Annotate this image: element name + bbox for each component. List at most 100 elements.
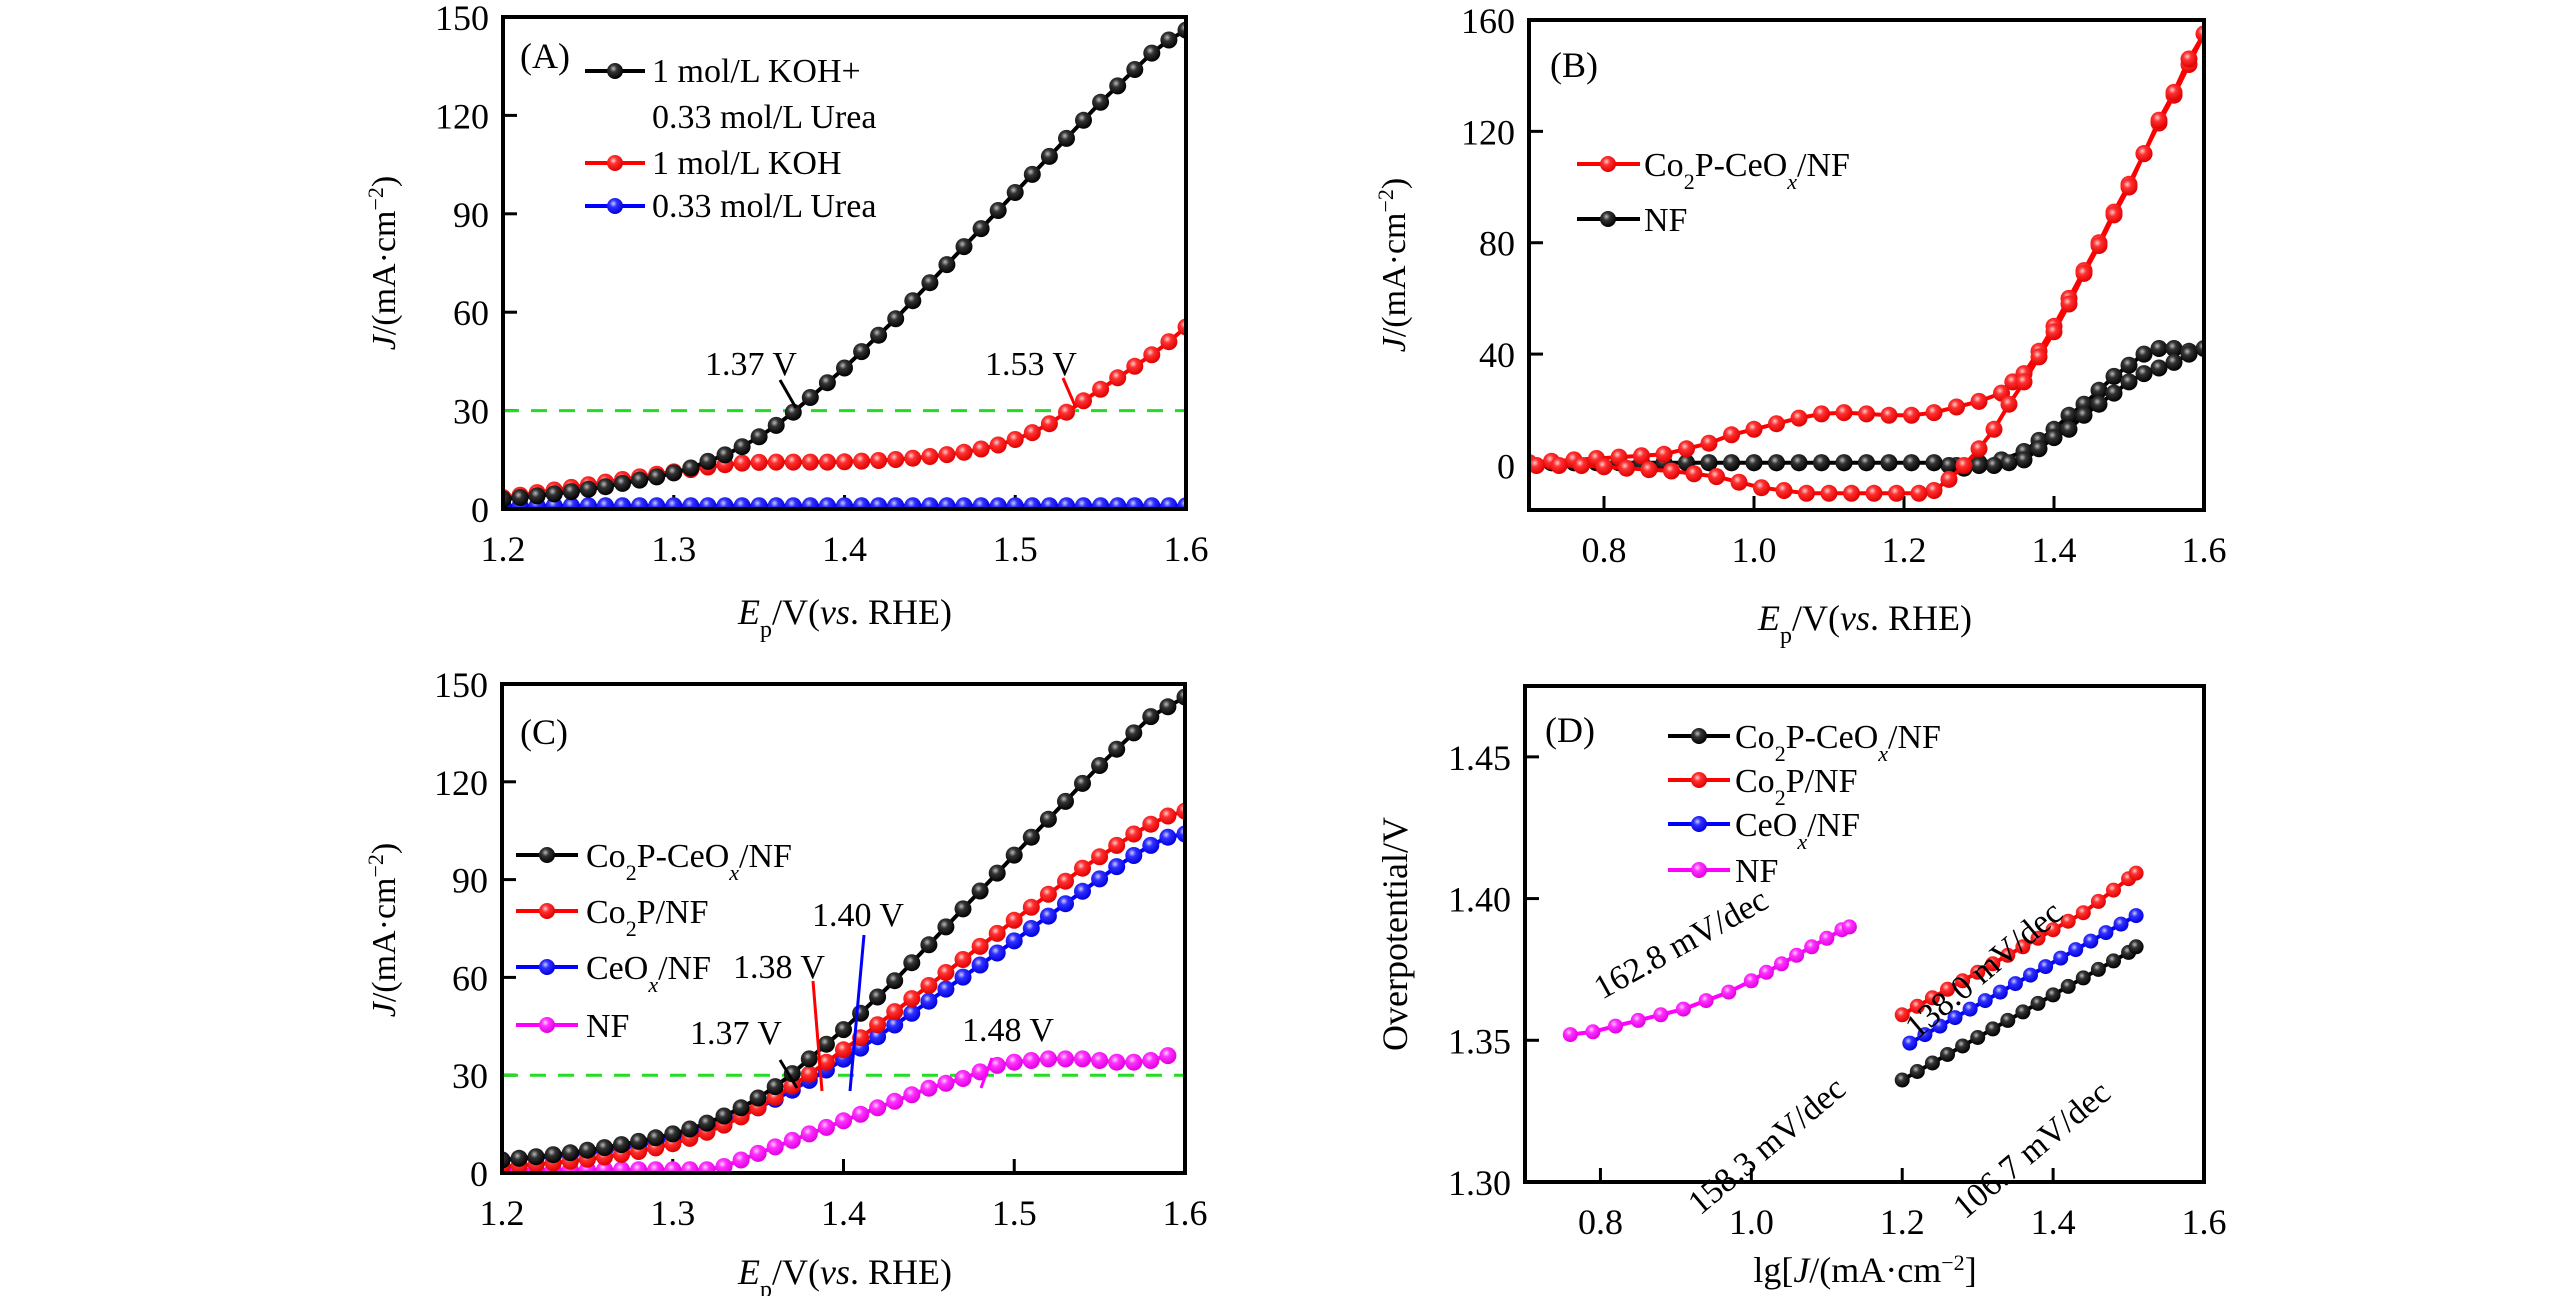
data-point — [835, 1021, 852, 1039]
data-point — [511, 489, 529, 506]
data-point — [2023, 967, 2038, 983]
data-point — [1940, 470, 1958, 488]
data-point — [853, 497, 871, 509]
data-point — [1023, 497, 1041, 509]
data-point — [2000, 395, 2018, 413]
legend-item: Co2P-CeOx/NF — [1668, 719, 1941, 766]
data-point — [1075, 392, 1092, 410]
data-point — [2180, 50, 2198, 68]
data-point — [2150, 359, 2168, 377]
data-point — [1819, 930, 1835, 946]
legend-marker-icon — [1691, 772, 1707, 788]
data-point — [2098, 925, 2114, 941]
data-point — [1880, 454, 1898, 472]
data-point — [2000, 454, 2018, 472]
panel-a-x-tick-label: 1.3 — [651, 529, 696, 569]
data-point — [869, 1028, 887, 1046]
data-point — [869, 1099, 887, 1117]
panel-b-frame — [1527, 18, 2206, 512]
data-point — [1730, 473, 1748, 491]
data-point — [1177, 21, 1186, 39]
data-point — [1160, 497, 1178, 509]
legend-marker-icon — [1691, 862, 1707, 878]
data-point — [750, 428, 768, 446]
panel-d-x-tick-label: 1.4 — [2031, 1202, 2076, 1242]
data-point — [1894, 1007, 1910, 1023]
data-point — [2120, 356, 2138, 374]
panel-b-x-tick-label: 1.2 — [1882, 530, 1927, 570]
data-point — [2135, 345, 2153, 363]
data-point — [784, 403, 802, 421]
data-point — [562, 483, 580, 501]
panel-c-label: (C) — [520, 712, 568, 752]
panel-d-y-axis-title: Overpotential/V — [1375, 817, 1415, 1051]
data-point — [1022, 898, 1040, 916]
data-point — [2090, 961, 2106, 977]
panel-c-frame — [500, 682, 1187, 1175]
annotation-pointer — [811, 980, 824, 1092]
data-point — [2000, 1012, 2016, 1028]
data-point — [1841, 919, 1857, 935]
data-point — [1023, 165, 1041, 183]
data-point — [1985, 956, 2001, 972]
data-point — [2060, 420, 2078, 438]
data-point — [1798, 484, 1815, 502]
legend-marker-icon — [607, 155, 623, 171]
legend-item: CeOx/NF — [516, 950, 711, 997]
annotation-pointer — [778, 1059, 799, 1089]
panel-d-frame — [1523, 684, 2206, 1184]
data-point — [1948, 398, 1965, 416]
data-point — [887, 497, 905, 509]
data-point — [1835, 404, 1853, 422]
data-point — [955, 238, 973, 256]
data-point — [817, 1118, 835, 1136]
legend-label: Co2P-CeOx/NF — [586, 838, 792, 885]
data-point — [1700, 434, 1718, 452]
data-point — [1630, 1012, 1646, 1028]
panel-a-y-tick-label: 90 — [453, 195, 489, 235]
data-point — [681, 1161, 699, 1173]
data-point — [1040, 147, 1058, 165]
panel-a-y-tick-label: 150 — [435, 0, 489, 38]
data-point — [2135, 145, 2153, 163]
data-point — [715, 1107, 733, 1125]
panel-d-plot-area: 0.8 1.0 1.2 1.4 1.6 1.30 1.35 1.40 1.45 — [1448, 738, 2227, 1242]
panel-a-y-axis-title: J/(mA·cm−2) — [363, 176, 404, 350]
tafel-slope-label: 158.3 mV/dec — [1681, 1070, 1852, 1222]
data-point — [502, 1151, 511, 1169]
data-point — [2030, 440, 2048, 458]
data-point — [699, 497, 717, 509]
legend-item: 1 mol/L KOH+ 0.33 mol/L Urea — [585, 53, 876, 136]
data-point — [818, 453, 836, 471]
data-point — [989, 436, 1007, 454]
panel-c-plot-area: 1.2 1.3 1.4 1.5 1.6 0 30 60 90 120 150 — [434, 665, 1208, 1233]
data-point — [578, 1141, 596, 1159]
data-point — [1775, 482, 1793, 499]
data-point — [1022, 828, 1040, 846]
panel-a-y-tick-label: 0 — [471, 490, 489, 530]
panel-a-x-tick-label: 1.2 — [481, 529, 526, 569]
panel-d-y-tick-label: 1.45 — [1448, 738, 1511, 778]
series-line — [1908, 913, 2138, 1045]
data-point — [972, 497, 990, 509]
annotation-pointer — [979, 1057, 994, 1089]
data-point — [647, 1129, 665, 1147]
data-point — [852, 1105, 870, 1123]
legend-item: Co2P/NF — [516, 894, 709, 941]
legend-marker-icon — [1691, 816, 1707, 832]
panel-b-x-tick-label: 1.6 — [2182, 530, 2227, 570]
data-point — [920, 992, 938, 1010]
data-point — [631, 471, 649, 489]
data-point — [1159, 1047, 1177, 1065]
data-point — [955, 497, 973, 509]
data-point — [1985, 457, 2003, 474]
data-point — [835, 1041, 852, 1059]
data-point — [783, 1065, 801, 1083]
data-point — [1685, 465, 1703, 483]
panel-b-y-tick-label: 120 — [1461, 112, 1515, 152]
data-point — [869, 988, 887, 1006]
data-point — [1109, 369, 1127, 387]
data-point — [1888, 484, 1905, 502]
data-point — [527, 1148, 545, 1166]
data-point — [988, 924, 1006, 942]
